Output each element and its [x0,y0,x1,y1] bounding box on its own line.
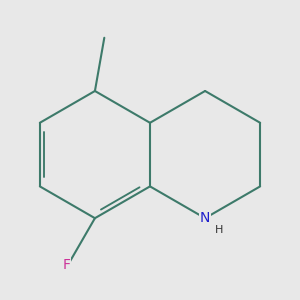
Text: N: N [200,211,210,225]
Text: H: H [215,225,223,235]
Text: F: F [62,258,70,272]
